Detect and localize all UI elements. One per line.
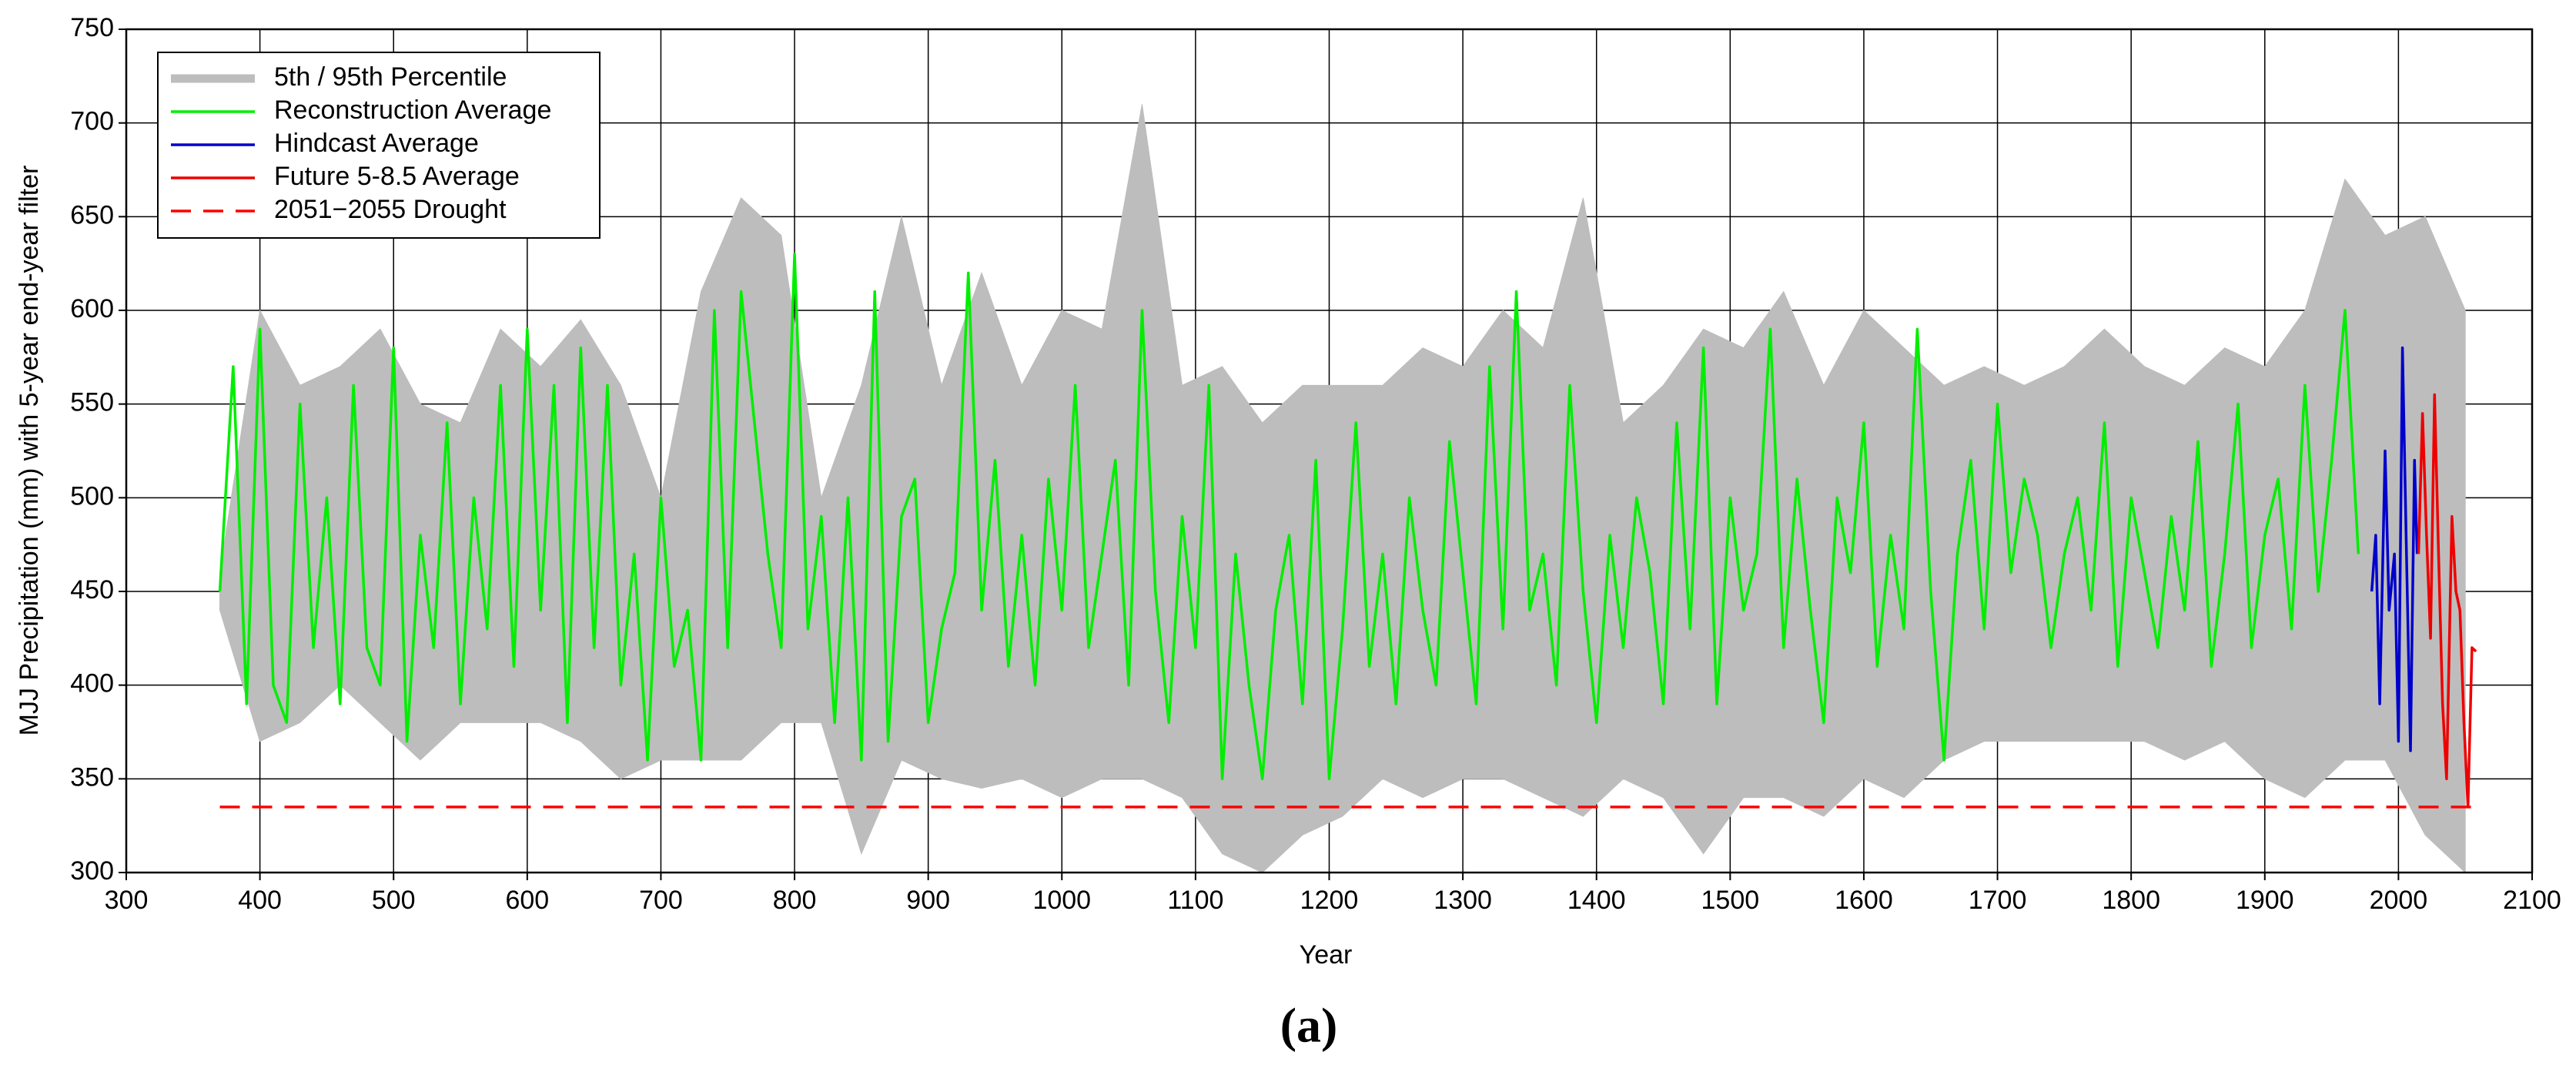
y-tick-label: 700 bbox=[70, 107, 114, 136]
x-tick-label: 1900 bbox=[2236, 886, 2294, 915]
x-tick-label: 300 bbox=[105, 886, 149, 915]
y-tick-label: 400 bbox=[70, 669, 114, 698]
y-tick-label: 500 bbox=[70, 481, 114, 511]
x-tick-label: 2000 bbox=[2370, 886, 2428, 915]
x-tick-label: 1100 bbox=[1167, 886, 1223, 915]
x-tick-label: 1400 bbox=[1567, 886, 1626, 915]
series-line bbox=[2370, 346, 2419, 752]
x-axis-label: Year bbox=[1300, 940, 1353, 970]
legend-label: Future 5-8.5 Average bbox=[274, 162, 520, 191]
x-tick-label: 500 bbox=[372, 886, 416, 915]
y-tick-label: 750 bbox=[70, 13, 114, 42]
x-tick-label: 1600 bbox=[1835, 886, 1893, 915]
y-tick-label: 600 bbox=[70, 294, 114, 323]
x-tick-label: 1800 bbox=[2102, 886, 2160, 915]
x-tick-label: 1700 bbox=[1969, 886, 2027, 915]
y-tick-label: 350 bbox=[70, 762, 114, 792]
y-tick-label: 300 bbox=[70, 856, 114, 886]
x-tick-label: 1200 bbox=[1300, 886, 1359, 915]
legend-label: 2051−2055 Drought bbox=[274, 195, 507, 224]
x-tick-label: 700 bbox=[639, 886, 683, 915]
x-tick-label: 800 bbox=[773, 886, 817, 915]
caption: (a) bbox=[1280, 998, 1338, 1053]
y-tick-label: 650 bbox=[70, 200, 114, 229]
percentile-band bbox=[219, 104, 2466, 873]
series-line bbox=[218, 253, 2360, 781]
x-tick-label: 2100 bbox=[2503, 886, 2561, 915]
y-tick-label: 450 bbox=[70, 575, 114, 605]
x-tick-label: 1000 bbox=[1032, 886, 1091, 915]
x-tick-label: 900 bbox=[906, 886, 950, 915]
legend-label: 5th / 95th Percentile bbox=[274, 62, 507, 92]
plot-area bbox=[218, 104, 2477, 873]
x-tick-label: 1300 bbox=[1434, 886, 1492, 915]
x-tick-label: 1500 bbox=[1701, 886, 1760, 915]
legend-label: Reconstruction Average bbox=[274, 95, 551, 125]
x-tick-label: 400 bbox=[238, 886, 282, 915]
x-tick-label: 600 bbox=[505, 886, 549, 915]
y-tick-label: 550 bbox=[70, 388, 114, 417]
series-line bbox=[2417, 393, 2477, 809]
legend-label: Hindcast Average bbox=[274, 129, 479, 158]
y-axis-label: MJJ Precipitation (mm) with 5-year end-y… bbox=[15, 166, 44, 736]
plot-frame bbox=[125, 28, 2534, 874]
